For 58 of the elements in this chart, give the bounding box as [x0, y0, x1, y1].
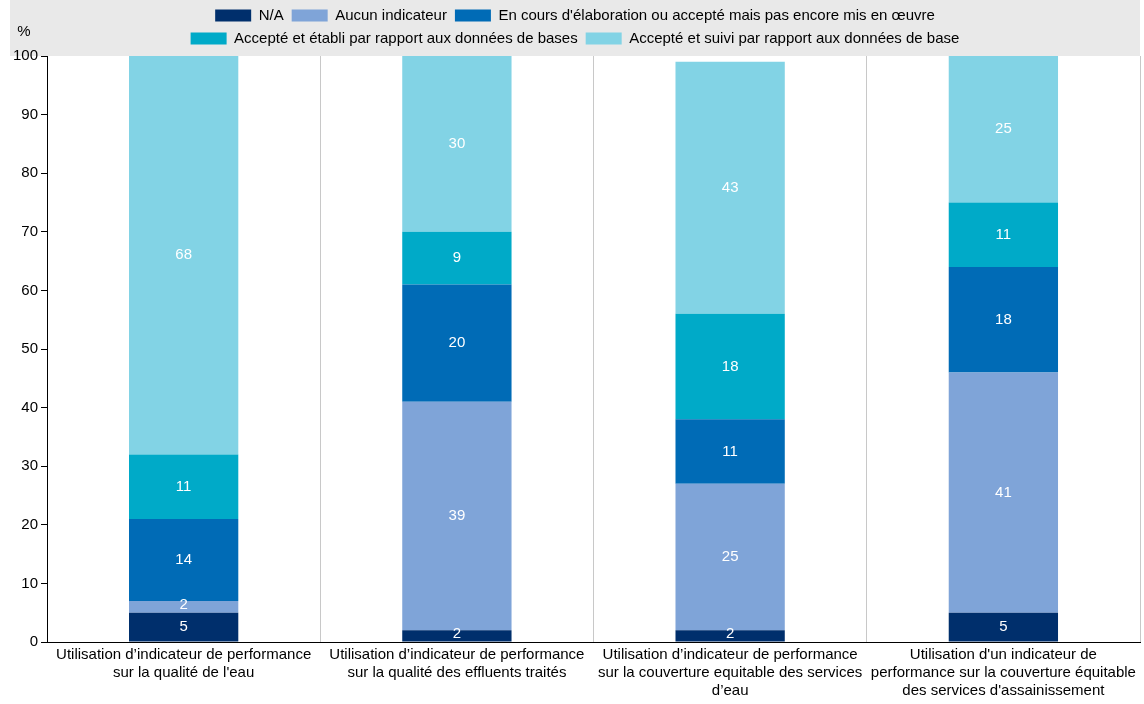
x-tick-label: Utilisation d’indicateur de performance sur la couverture equitable des services d’eau — [597, 645, 863, 699]
data-label: 11 — [722, 441, 738, 459]
data-label: 39 — [448, 506, 466, 524]
y-axis-title: % — [17, 22, 31, 40]
y-tick-label: 70 — [21, 221, 39, 239]
bar — [675, 419, 785, 484]
y-tick-label: 20 — [21, 514, 39, 532]
data-label: 14 — [175, 550, 192, 568]
data-label: 30 — [448, 134, 466, 152]
bar — [948, 266, 1059, 373]
data-label: 5 — [999, 617, 1008, 635]
bar — [675, 61, 785, 314]
data-label: 18 — [995, 309, 1012, 327]
y-tick-label: 100 — [13, 46, 39, 64]
bar — [948, 612, 1059, 642]
y-tick-label: 30 — [21, 456, 39, 474]
data-label: 20 — [448, 333, 466, 351]
data-label: 41 — [995, 482, 1012, 500]
x-tick-label: Utilisation d’indicateur de performance sur la qualité des effluents traités — [329, 645, 585, 681]
y-tick-label: 60 — [21, 280, 39, 298]
legend-label: Accepté et établi par rapport aux données de bases — [234, 28, 578, 46]
data-label: 18 — [721, 356, 739, 374]
y-tick-label: 40 — [21, 397, 39, 415]
bar — [129, 56, 239, 455]
data-label: 5 — [179, 617, 188, 635]
bar — [675, 313, 785, 420]
bar — [402, 630, 512, 642]
bar — [402, 56, 512, 232]
bar — [129, 600, 239, 613]
y-tick-label: 80 — [21, 163, 39, 181]
legend-label: Accepté et suivi par rapport aux données de base — [629, 28, 960, 46]
bar — [129, 612, 239, 642]
x-tick-label: Utilisation d’indicateur de performance sur la qualité de l'eau — [56, 645, 312, 681]
bar — [129, 454, 239, 519]
data-label: 43 — [721, 177, 739, 195]
legend-label: N/A — [258, 5, 284, 23]
y-tick-label: 10 — [21, 573, 39, 591]
data-label: 11 — [175, 476, 192, 494]
bar — [948, 56, 1059, 203]
bar — [948, 202, 1059, 267]
bar — [402, 231, 512, 285]
legend-label: Aucun indicateur — [335, 5, 447, 23]
bar — [402, 284, 512, 402]
data-label: 68 — [175, 245, 192, 263]
bar — [129, 518, 239, 601]
data-label: 2 — [725, 623, 735, 641]
y-tick-label: 50 — [21, 339, 39, 357]
bar — [948, 372, 1059, 613]
y-tick-label: 0 — [29, 632, 39, 650]
data-label: 25 — [721, 547, 739, 565]
data-label: 9 — [452, 248, 462, 266]
legend-label: En cours d'élaboration ou accepté mais pas encore mis en œuvre — [498, 5, 935, 23]
bar — [675, 630, 785, 642]
data-label: 2 — [452, 623, 462, 641]
data-label: 25 — [995, 119, 1012, 137]
x-tick-label: Utilisation d'un indicateur de performance sur la couverture équitable des services d'assainissement — [870, 645, 1136, 699]
y-tick-label: 90 — [21, 104, 39, 122]
data-label: 11 — [995, 224, 1012, 242]
